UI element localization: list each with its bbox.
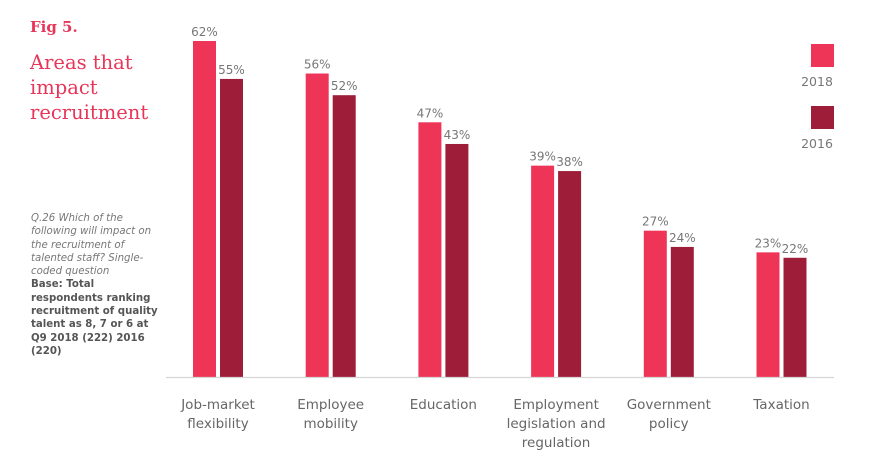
chart-title: Areas that impact recruitment (30, 51, 149, 124)
bar-value-label: 56% (304, 58, 331, 72)
bar-value-label: 23% (755, 236, 782, 250)
bar-2018-5 (756, 252, 780, 377)
category-label: Job-market (180, 397, 255, 413)
bars-group (193, 41, 807, 378)
bar-2016-3 (558, 171, 582, 377)
bar-2018-2 (418, 122, 442, 378)
bar-value-label: 43% (444, 128, 471, 142)
category-label: policy (649, 416, 689, 432)
bar-2016-0 (220, 78, 243, 377)
category-label: Taxation (752, 397, 809, 413)
category-label: Employee (297, 397, 364, 413)
legend-swatch-2018 (811, 44, 834, 67)
legend: 2018 2016 (801, 44, 834, 151)
bar-2018-1 (305, 73, 329, 378)
bar-value-label: 62% (191, 25, 218, 39)
bar-value-label: 39% (529, 150, 556, 164)
legend-label-2018: 2018 (801, 74, 833, 89)
category-label: Education (410, 397, 477, 413)
category-label: regulation (522, 435, 591, 451)
bar-2018-3 (531, 165, 555, 377)
bar-2018-0 (193, 41, 216, 377)
survey-base: Base: Total respondents ranking recruitm… (31, 279, 158, 357)
bar-value-label: 38% (556, 155, 583, 169)
bar-2016-2 (445, 143, 469, 377)
category-label: flexibility (187, 416, 248, 432)
bar-2016-5 (783, 257, 807, 377)
bar-value-label: 24% (669, 231, 696, 245)
bar-2018-4 (643, 230, 667, 377)
bar-2016-4 (670, 246, 694, 377)
category-label: Government (627, 397, 711, 413)
bar-value-label: 55% (218, 63, 245, 77)
legend-swatch-2016 (811, 106, 834, 129)
bar-value-label: 27% (642, 215, 669, 229)
bar-value-label: 47% (417, 106, 444, 120)
category-label: Employment (513, 397, 599, 413)
figure-number: Fig 5. (30, 18, 78, 36)
bar-value-label: 22% (782, 242, 809, 256)
bar-labels-group: 62% 55% 56%52% 47%43% 39% 38% 27%24% 23% 22% (191, 25, 808, 256)
bar-value-label: 52% (331, 79, 358, 93)
chart-footnote: Q.26 Which of the following will impact … (31, 212, 161, 358)
category-labels-group: Job-market flexibility Employee mobility Edu… (180, 397, 810, 451)
survey-question: Q.26 Which of the following will impact … (31, 213, 152, 278)
legend-label-2016: 2016 (801, 136, 833, 151)
category-label: legislation and (507, 416, 606, 432)
category-label: mobility (303, 416, 358, 432)
bar-2016-1 (332, 95, 356, 378)
